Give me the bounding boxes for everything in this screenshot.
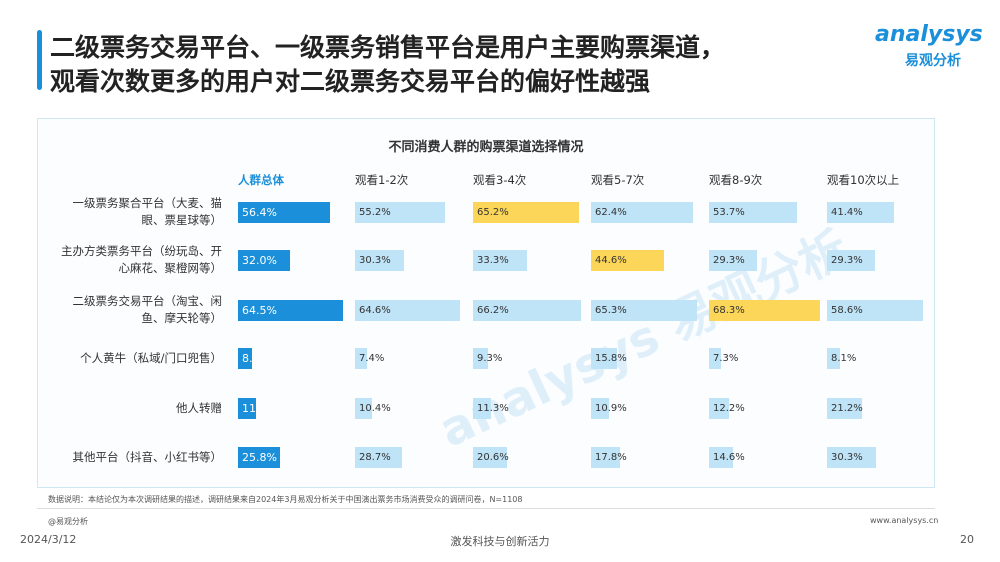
bar: [238, 447, 281, 468]
value-label: 28.7%: [359, 452, 391, 463]
bar: [473, 447, 507, 468]
column-header: 观看10次以上: [827, 173, 900, 187]
bar: [238, 398, 256, 419]
bar: [827, 202, 895, 223]
value-label: 25.8%: [242, 451, 277, 464]
value-label: 9.3%: [477, 353, 503, 364]
url: www.analysys.cn: [870, 516, 939, 525]
value-label: 65.3%: [595, 305, 627, 316]
value-label: 65.2%: [477, 207, 509, 218]
page-number: 20: [960, 533, 974, 546]
bar: [473, 250, 528, 271]
bar: [238, 250, 291, 271]
row-label: 一级票务聚合平台（大麦、猫眼、票星球等）: [72, 196, 223, 227]
bar: [709, 250, 757, 271]
row-label: 其他平台（抖音、小红书等）: [72, 449, 223, 464]
bar: [355, 250, 405, 271]
bar: [473, 202, 580, 223]
chart-title: 不同消费人群的购票渠道选择情况: [388, 140, 584, 155]
value-label: 10.9%: [595, 403, 627, 414]
value-label: 32.0%: [242, 254, 277, 267]
bar: [709, 348, 721, 369]
bar: [238, 202, 330, 223]
value-label: 17.8%: [595, 452, 627, 463]
bar: [591, 202, 693, 223]
note: 数据说明：本结论仅为本次调研结果的描述，调研结果来自2024年3月易观分析关于中…: [48, 495, 523, 504]
value-label: 64.5%: [242, 304, 277, 317]
value-label: 64.6%: [359, 305, 391, 316]
bar: [591, 398, 609, 419]
bar: [827, 250, 875, 271]
value-label: 11.3%: [477, 403, 509, 414]
bar: [473, 398, 492, 419]
row-label: 主办方类票务平台（纷玩岛、开心麻花、聚橙网等）: [61, 244, 222, 275]
column-header: 观看5-7次: [591, 173, 645, 187]
bar: [827, 447, 877, 468]
bar: [355, 348, 368, 369]
bar: [238, 300, 344, 321]
bar: [591, 447, 620, 468]
bar: [827, 348, 841, 369]
value-label: 33.3%: [477, 255, 509, 266]
value-label: 29.3%: [713, 255, 745, 266]
slogan: 激发科技与创新活力: [450, 535, 550, 548]
column-header: 观看1-2次: [355, 173, 409, 187]
value-label: 14.6%: [713, 452, 745, 463]
value-label: 29.3%: [831, 255, 863, 266]
bar: [591, 348, 617, 369]
bar: [473, 300, 581, 321]
value-label: 62.4%: [595, 207, 627, 218]
bar: [827, 398, 862, 419]
value-label: 8.: [242, 352, 253, 365]
value-label: 11: [242, 402, 256, 415]
row-label: 二级票务交易平台（淘宝、闲鱼、摩天轮等）: [72, 294, 223, 325]
title-line: 二级票务交易平台、一级票务销售平台是用户主要购票渠道，: [50, 33, 726, 62]
column-header: 观看3-4次: [473, 173, 527, 187]
value-label: 10.4%: [359, 403, 391, 414]
bar: [473, 348, 489, 369]
bar: [355, 398, 372, 419]
bar: [591, 300, 698, 321]
value-label: 7.3%: [713, 353, 739, 364]
value-label: 7.4%: [359, 353, 385, 364]
bar: [709, 447, 733, 468]
bar: [827, 300, 923, 321]
divider: [37, 508, 935, 509]
bar: [238, 348, 252, 369]
logo: analysys: [875, 22, 983, 47]
value-label: 44.6%: [595, 255, 627, 266]
row-label: 他人转赠: [176, 400, 222, 415]
column-header: 人群总体: [238, 173, 284, 187]
value-label: 21.2%: [831, 403, 863, 414]
value-label: 66.2%: [477, 305, 509, 316]
value-label: 30.3%: [359, 255, 391, 266]
bar: [709, 202, 797, 223]
row-label: 个人黄牛（私域/门口兜售）: [80, 350, 222, 365]
value-label: 58.6%: [831, 305, 863, 316]
title-accent: [37, 30, 42, 90]
title-line: 观看次数更多的用户对二级票务交易平台的偏好性越强: [50, 67, 651, 96]
value-label: 12.2%: [713, 403, 745, 414]
bar: [709, 300, 821, 321]
logo-sub: 易观分析: [905, 53, 961, 69]
date: 2024/3/12: [20, 533, 77, 546]
bar: [355, 202, 445, 223]
bar: [709, 398, 729, 419]
value-label: 8.1%: [831, 353, 857, 364]
source: @易观分析: [48, 517, 88, 526]
value-label: 56.4%: [242, 206, 277, 219]
bar: [355, 300, 461, 321]
bar: [591, 250, 664, 271]
value-label: 41.4%: [831, 207, 863, 218]
value-label: 55.2%: [359, 207, 391, 218]
value-label: 30.3%: [831, 452, 863, 463]
value-label: 15.8%: [595, 353, 627, 364]
value-label: 20.6%: [477, 452, 509, 463]
value-label: 53.7%: [713, 207, 745, 218]
value-label: 68.3%: [713, 305, 745, 316]
column-header: 观看8-9次: [709, 173, 763, 187]
bar: [355, 447, 402, 468]
